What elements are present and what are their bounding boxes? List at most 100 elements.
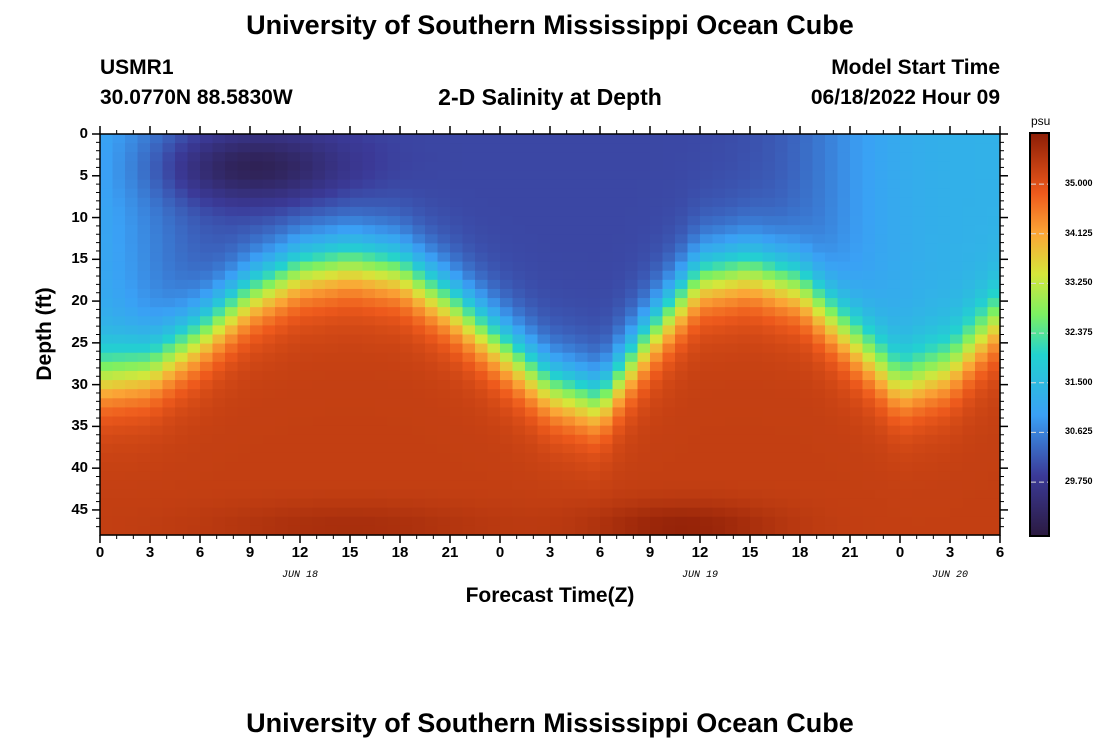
heatmap-cell [962, 288, 976, 299]
heatmap-cell [475, 452, 489, 463]
heatmap-cell [462, 361, 476, 372]
heatmap-cell [837, 398, 851, 409]
heatmap-cell [887, 489, 901, 500]
heatmap-cell [712, 507, 726, 518]
heatmap-cell [562, 507, 576, 518]
heatmap-cell [412, 152, 426, 162]
heatmap-cell [375, 407, 389, 418]
heatmap-cell [462, 352, 476, 363]
heatmap-cell [187, 425, 201, 436]
heatmap-cell [737, 179, 751, 190]
heatmap-cell [550, 188, 564, 199]
heatmap-cell [525, 471, 539, 481]
heatmap-cell [325, 525, 339, 536]
heatmap-cell [587, 188, 601, 199]
heatmap-cell [787, 352, 801, 363]
heatmap-cell [975, 307, 989, 317]
heatmap-cell [350, 161, 364, 172]
heatmap-cell [787, 462, 801, 472]
heatmap-cell [787, 416, 801, 427]
heatmap-cell [800, 452, 814, 463]
heatmap-cell [762, 370, 776, 381]
heatmap-cell [700, 443, 714, 454]
heatmap-cell [162, 361, 176, 372]
heatmap-cell [462, 416, 476, 427]
heatmap-cell [862, 261, 876, 272]
heatmap-cell [337, 206, 351, 217]
heatmap-cell [737, 261, 751, 272]
heatmap-cell [900, 370, 914, 381]
heatmap-cell [950, 380, 964, 390]
heatmap-cell [987, 206, 1001, 217]
heatmap-cell [562, 489, 576, 500]
heatmap-cell [700, 480, 714, 491]
heatmap-cell [762, 161, 776, 172]
heatmap-cell [250, 462, 264, 472]
heatmap-cell [812, 361, 826, 372]
heatmap-cell [650, 489, 664, 500]
heatmap-cell [325, 407, 339, 418]
heatmap-cell [862, 206, 876, 217]
heatmap-cell [475, 170, 489, 181]
heatmap-cell [600, 389, 614, 399]
heatmap-cell [175, 380, 189, 390]
heatmap-cell [487, 206, 501, 217]
heatmap-cell [525, 206, 539, 217]
heatmap-cell [225, 179, 239, 190]
heatmap-cell [237, 380, 251, 390]
y-tick-label: 20 [71, 292, 88, 310]
heatmap-cell [425, 279, 439, 290]
heatmap-cell [500, 261, 514, 272]
heatmap-cell [925, 206, 939, 217]
heatmap-cell [825, 498, 839, 509]
colorbar-tick-label: 29.750 [1065, 476, 1093, 487]
heatmap-cell [412, 389, 426, 399]
heatmap-cell [937, 416, 951, 427]
heatmap-cell [387, 325, 401, 336]
x-tick-label: 15 [341, 544, 359, 561]
heatmap-cell [262, 143, 276, 153]
heatmap-cell [712, 234, 726, 244]
heatmap-cell [850, 334, 864, 345]
heatmap-cell [900, 234, 914, 244]
heatmap-cell [700, 298, 714, 308]
heatmap-cell [475, 179, 489, 190]
heatmap-cell [450, 152, 464, 162]
heatmap-cell [600, 197, 614, 208]
heatmap-cell [687, 234, 701, 244]
heatmap-cell [900, 307, 914, 317]
heatmap-cell [562, 525, 576, 536]
heatmap-cell [162, 443, 176, 454]
heatmap-cell [262, 307, 276, 317]
heatmap-cell [800, 507, 814, 518]
heatmap-cell [262, 288, 276, 299]
heatmap-cell [650, 325, 664, 336]
heatmap-cell [225, 170, 239, 181]
heatmap-cell [475, 361, 489, 372]
heatmap-cell [300, 407, 314, 418]
heatmap-cell [650, 261, 664, 272]
heatmap-cell [237, 352, 251, 363]
heatmap-cell [337, 170, 351, 181]
heatmap-cell [512, 389, 526, 399]
heatmap-cell [225, 480, 239, 491]
heatmap-cell [462, 216, 476, 226]
heatmap-cell [225, 407, 239, 418]
heatmap-cell [112, 234, 126, 244]
heatmap-cell [750, 398, 764, 409]
heatmap-cell [500, 252, 514, 263]
heatmap-cell [362, 507, 376, 518]
heatmap-cell [287, 425, 301, 436]
heatmap-cell [300, 243, 314, 254]
heatmap-cell [325, 398, 339, 409]
heatmap-cell [200, 261, 214, 272]
heatmap-cell [875, 316, 889, 326]
heatmap-cell [162, 434, 176, 445]
heatmap-cell [800, 516, 814, 527]
heatmap-cell [687, 316, 701, 326]
heatmap-cell [350, 370, 364, 381]
heatmap-cell [950, 234, 964, 244]
heatmap-cell [750, 179, 764, 190]
heatmap-cell [862, 480, 876, 491]
heatmap-cell [437, 361, 451, 372]
